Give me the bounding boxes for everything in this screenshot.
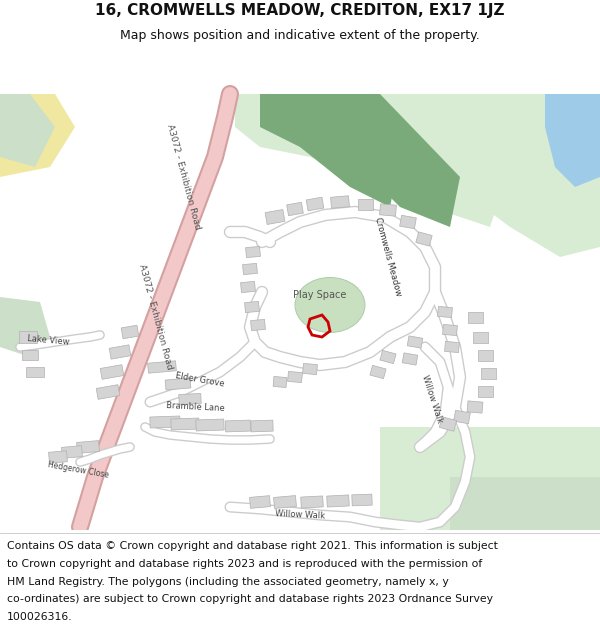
Text: Cromwells Meadow: Cromwells Meadow [373,216,403,298]
Bar [439,417,457,431]
Text: HM Land Registry. The polygons (including the associated geometry, namely x, y: HM Land Registry. The polygons (includin… [7,576,449,586]
Text: Contains OS data © Crown copyright and database right 2021. This information is : Contains OS data © Crown copyright and d… [7,541,498,551]
Bar [242,263,257,274]
Polygon shape [380,427,600,530]
Bar [109,345,131,359]
Bar [171,418,199,430]
Polygon shape [235,94,510,227]
Bar [273,376,287,388]
Bar [445,341,460,352]
Bar [150,416,180,428]
Bar [22,350,38,360]
Bar [245,301,259,312]
Bar [226,420,251,432]
Bar [100,364,124,379]
Bar [407,336,423,348]
Text: Bramble Lane: Bramble Lane [166,401,224,413]
Text: co-ordinates) are subject to Crown copyright and database rights 2023 Ordnance S: co-ordinates) are subject to Crown copyr… [7,594,493,604]
Bar [26,367,44,377]
Bar [443,324,457,336]
Bar [380,204,397,216]
Text: to Crown copyright and database rights 2023 and is reproduced with the permissio: to Crown copyright and database rights 2… [7,559,482,569]
Text: Elder Grove: Elder Grove [175,371,225,389]
Bar [287,371,302,382]
Polygon shape [0,94,75,177]
Text: A3072 - Exhibition Road: A3072 - Exhibition Road [137,263,173,371]
Bar [478,349,493,361]
Bar [251,319,265,331]
Bar [287,202,304,216]
Bar [454,410,470,424]
Text: Hedgerow Close: Hedgerow Close [47,460,109,480]
Bar [148,361,176,373]
Bar [416,232,432,246]
Polygon shape [260,94,400,207]
Bar [306,198,324,211]
Bar [327,495,349,507]
Polygon shape [450,477,600,530]
Text: Willow Walk: Willow Walk [420,374,444,424]
Bar [467,401,483,413]
Bar [251,420,273,432]
Bar [62,446,82,458]
Text: Map shows position and indicative extent of the property.: Map shows position and indicative extent… [120,29,480,42]
Bar [352,494,372,506]
Text: Lake View: Lake View [26,334,70,346]
Bar [301,496,323,508]
Text: 16, CROMWELLS MEADOW, CREDITON, EX17 1JZ: 16, CROMWELLS MEADOW, CREDITON, EX17 1JZ [95,3,505,18]
Bar [179,393,201,404]
Text: Willow Walk: Willow Walk [275,509,325,521]
Bar [380,351,396,364]
Text: Play Space: Play Space [293,290,347,300]
Bar [250,496,271,508]
Bar [245,246,260,258]
Polygon shape [0,297,50,357]
Polygon shape [320,94,460,227]
Polygon shape [0,94,55,167]
Bar [121,325,139,339]
Bar [165,378,191,390]
Bar [402,353,418,365]
Bar [331,196,349,208]
Text: 100026316.: 100026316. [7,612,73,622]
Bar [241,281,256,292]
Polygon shape [430,94,600,257]
Bar [467,311,482,322]
Bar [19,331,37,343]
Bar [370,366,386,379]
Text: A3072 - Exhibition Road: A3072 - Exhibition Road [164,123,202,231]
Bar [265,209,285,224]
Bar [400,215,416,229]
Ellipse shape [295,278,365,332]
Bar [437,306,452,318]
Bar [49,451,67,463]
Bar [478,386,493,396]
Bar [96,384,120,399]
Bar [358,199,373,209]
Bar [302,363,317,374]
Bar [473,331,487,342]
Polygon shape [545,94,600,187]
Bar [481,368,496,379]
Bar [77,441,100,454]
Bar [196,419,224,431]
Bar [274,496,296,509]
